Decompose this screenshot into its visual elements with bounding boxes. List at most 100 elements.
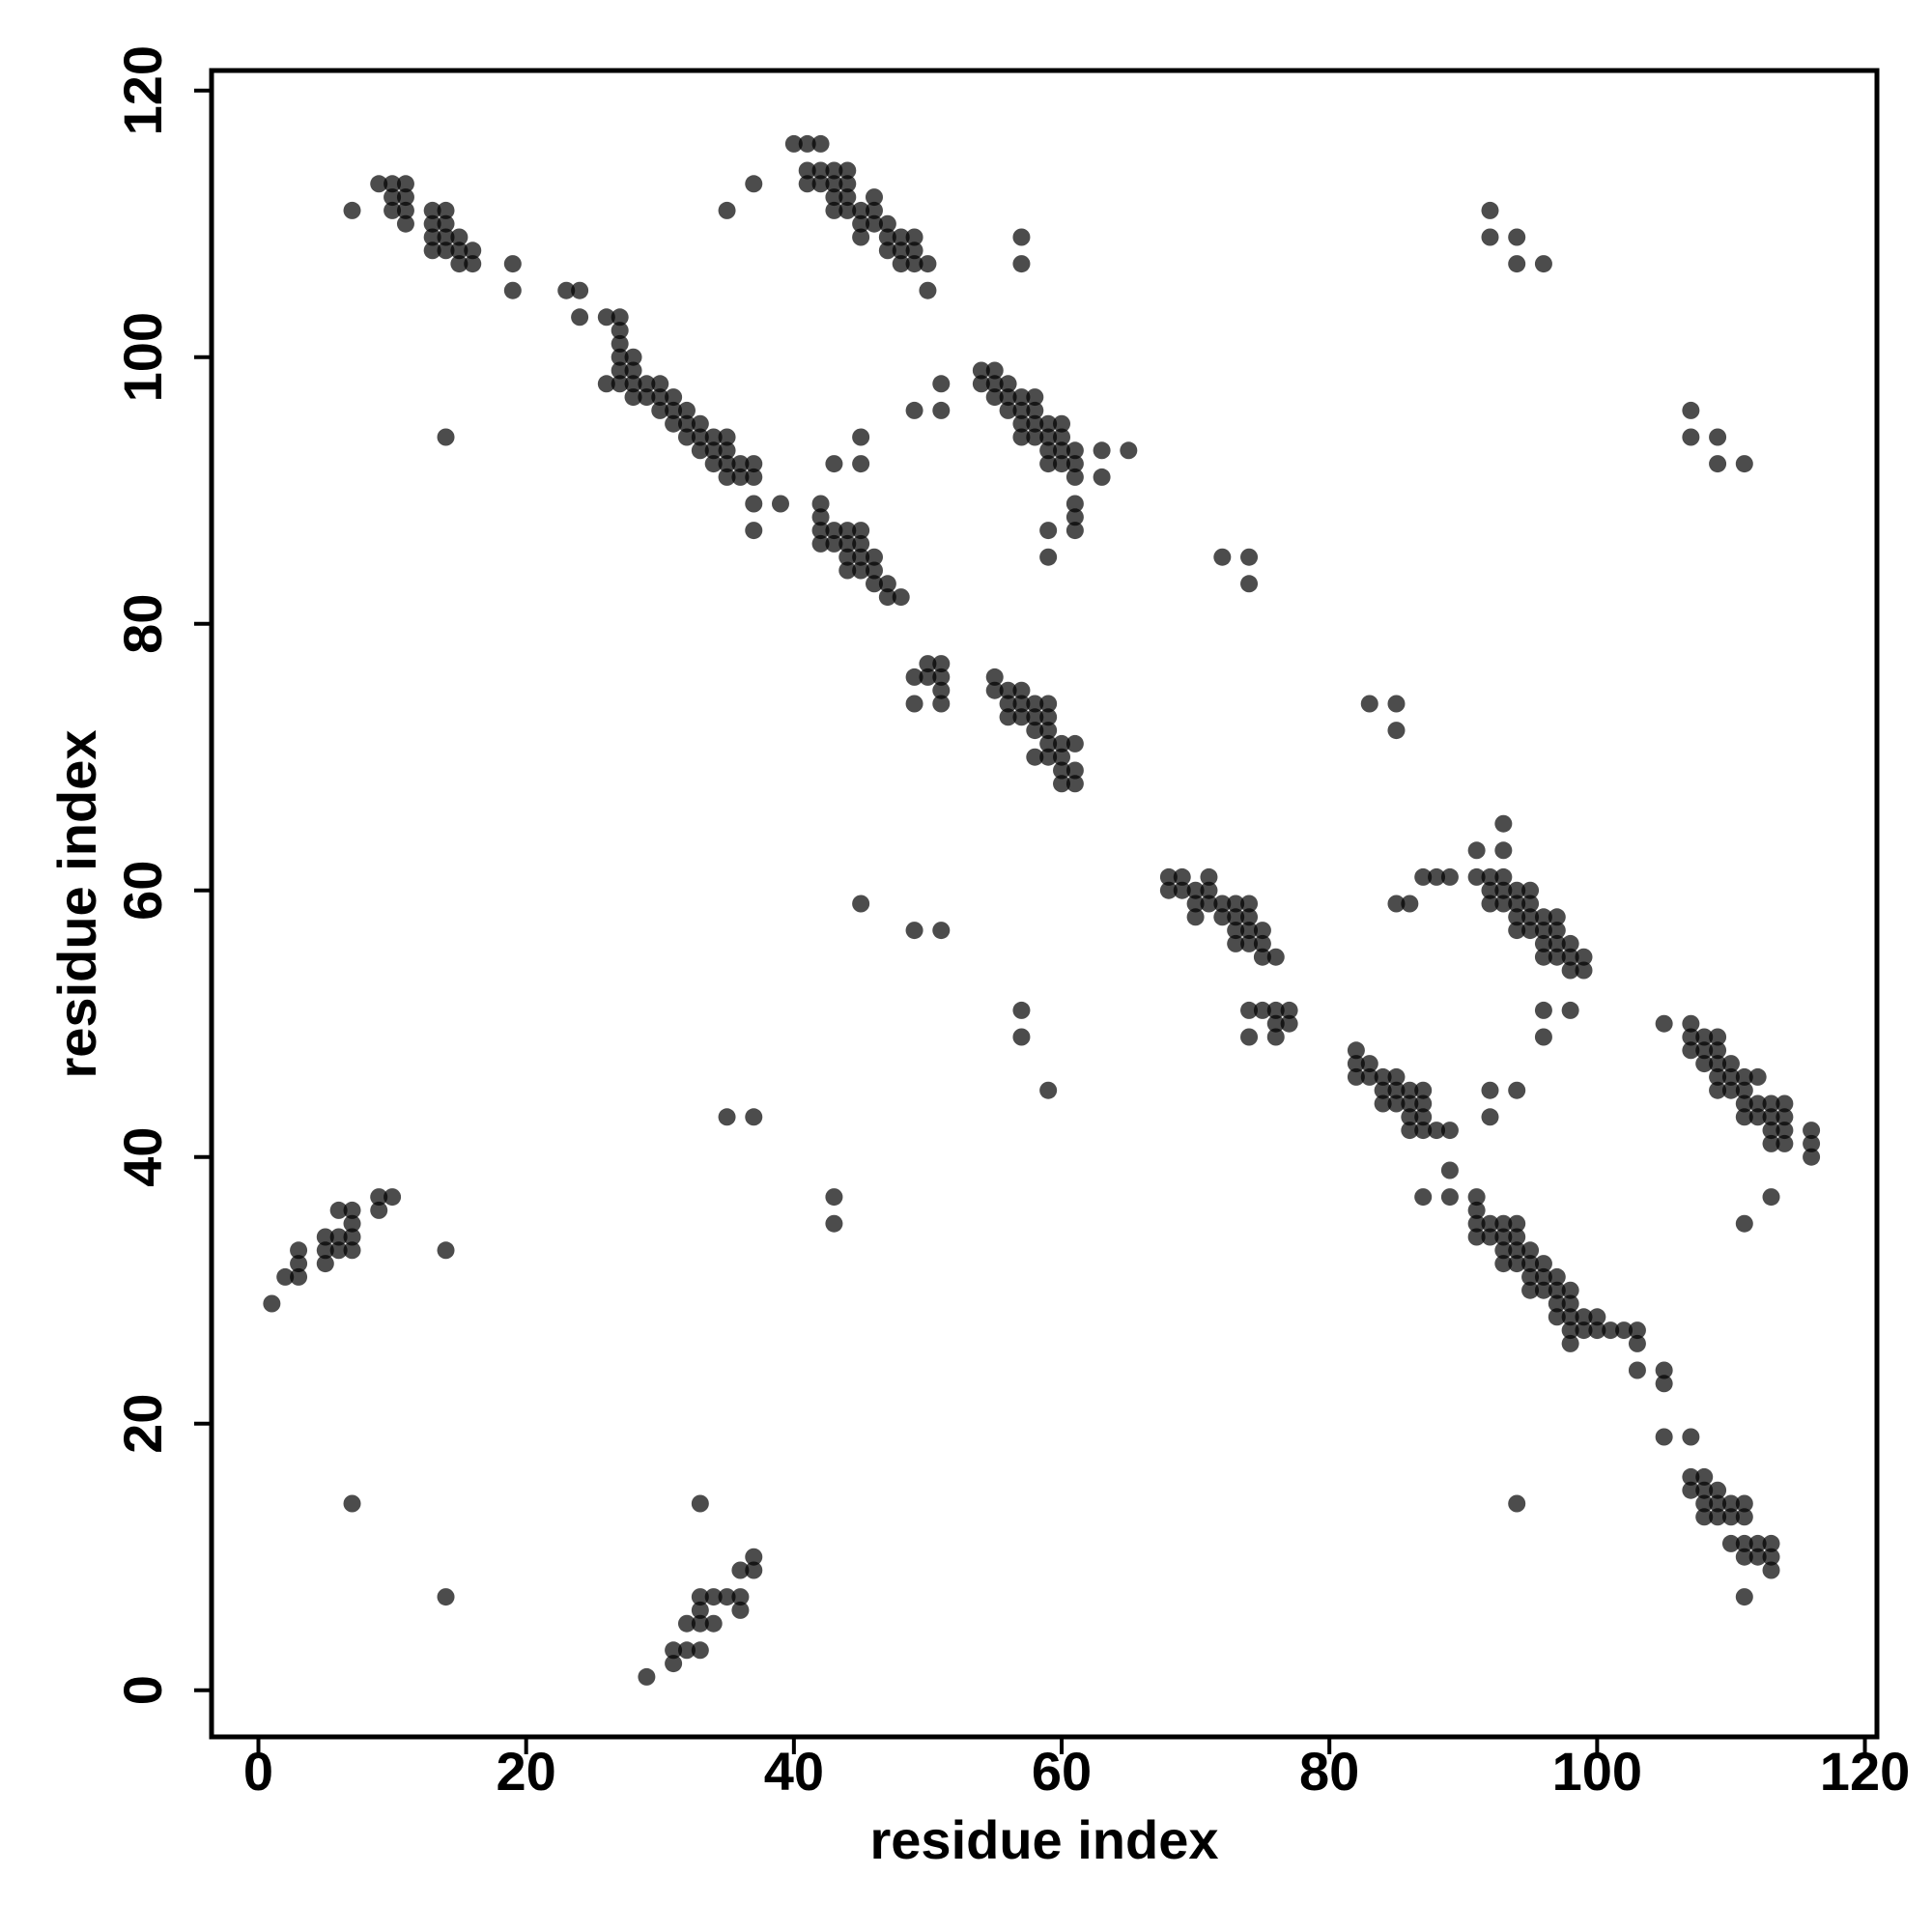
- point: [1387, 722, 1406, 740]
- point: [1748, 1534, 1767, 1552]
- point: [1065, 775, 1084, 793]
- point: [437, 1588, 455, 1606]
- point: [972, 375, 990, 393]
- point: [1534, 255, 1552, 273]
- point: [892, 228, 910, 246]
- point: [811, 175, 830, 193]
- point: [557, 281, 576, 299]
- point: [1521, 1281, 1540, 1299]
- point: [1026, 748, 1044, 766]
- point: [290, 1267, 308, 1286]
- point: [691, 428, 709, 446]
- point: [798, 175, 816, 193]
- point: [838, 175, 857, 193]
- point: [1039, 548, 1058, 566]
- point: [1521, 1255, 1540, 1273]
- point: [718, 1588, 736, 1606]
- point: [1735, 1588, 1753, 1606]
- point: [1521, 1241, 1540, 1260]
- point: [1186, 908, 1205, 926]
- point: [1414, 1108, 1433, 1126]
- point: [1628, 1321, 1646, 1340]
- point: [691, 1614, 709, 1633]
- point: [718, 201, 736, 219]
- point: [745, 1561, 763, 1579]
- point: [1628, 1361, 1646, 1379]
- point: [1721, 1494, 1740, 1513]
- point: [437, 1241, 455, 1260]
- point: [1200, 867, 1218, 886]
- point: [1709, 1494, 1727, 1513]
- point: [1682, 428, 1700, 446]
- point: [745, 522, 763, 540]
- point: [1682, 401, 1700, 419]
- point: [1012, 1028, 1031, 1046]
- point: [691, 1641, 709, 1660]
- point: [1266, 1028, 1285, 1046]
- point: [1682, 1041, 1700, 1060]
- point: [718, 1108, 736, 1126]
- point: [1655, 1428, 1673, 1446]
- point: [1387, 695, 1406, 713]
- point: [811, 161, 830, 180]
- point: [1120, 441, 1138, 460]
- point: [1253, 934, 1271, 952]
- point: [1508, 881, 1526, 899]
- point: [1159, 867, 1178, 886]
- point: [1508, 895, 1526, 913]
- point: [1401, 1108, 1419, 1126]
- point: [1521, 881, 1540, 899]
- point: [611, 322, 629, 340]
- point: [1387, 1081, 1406, 1099]
- point: [1053, 748, 1071, 766]
- point: [825, 175, 843, 193]
- point: [1347, 1055, 1365, 1073]
- point: [651, 388, 669, 407]
- point: [677, 414, 696, 433]
- point: [1762, 1188, 1780, 1207]
- point: [1039, 734, 1058, 753]
- point: [1240, 908, 1259, 926]
- point: [1227, 895, 1245, 913]
- point: [343, 201, 361, 219]
- point: [1253, 948, 1271, 966]
- point: [396, 214, 414, 233]
- point: [1534, 1028, 1552, 1046]
- point: [892, 242, 910, 260]
- point: [343, 1241, 361, 1260]
- point: [1494, 1214, 1513, 1233]
- point: [1200, 881, 1218, 899]
- point: [731, 1588, 750, 1606]
- point: [704, 428, 723, 446]
- point: [1709, 1508, 1727, 1526]
- point: [1534, 1267, 1552, 1286]
- point: [343, 1494, 361, 1513]
- point: [985, 388, 1004, 407]
- point: [1721, 1508, 1740, 1526]
- point: [878, 214, 896, 233]
- point: [1026, 414, 1044, 433]
- point: [677, 1614, 696, 1633]
- point: [1602, 1321, 1620, 1340]
- point: [878, 242, 896, 260]
- point: [384, 201, 402, 219]
- point: [1561, 934, 1579, 952]
- point: [865, 575, 883, 593]
- point: [1508, 908, 1526, 926]
- point: [1628, 1334, 1646, 1352]
- point: [1776, 1108, 1794, 1126]
- point: [1735, 1548, 1753, 1566]
- point: [1227, 908, 1245, 926]
- point: [1173, 881, 1191, 899]
- point: [1776, 1122, 1794, 1140]
- point: [1508, 922, 1526, 940]
- point: [1012, 401, 1031, 419]
- point: [1065, 468, 1084, 486]
- point: [1481, 1108, 1499, 1126]
- point: [1682, 1467, 1700, 1486]
- point: [1695, 1467, 1714, 1486]
- point: [745, 495, 763, 513]
- point: [691, 1588, 709, 1606]
- point: [1762, 1108, 1780, 1126]
